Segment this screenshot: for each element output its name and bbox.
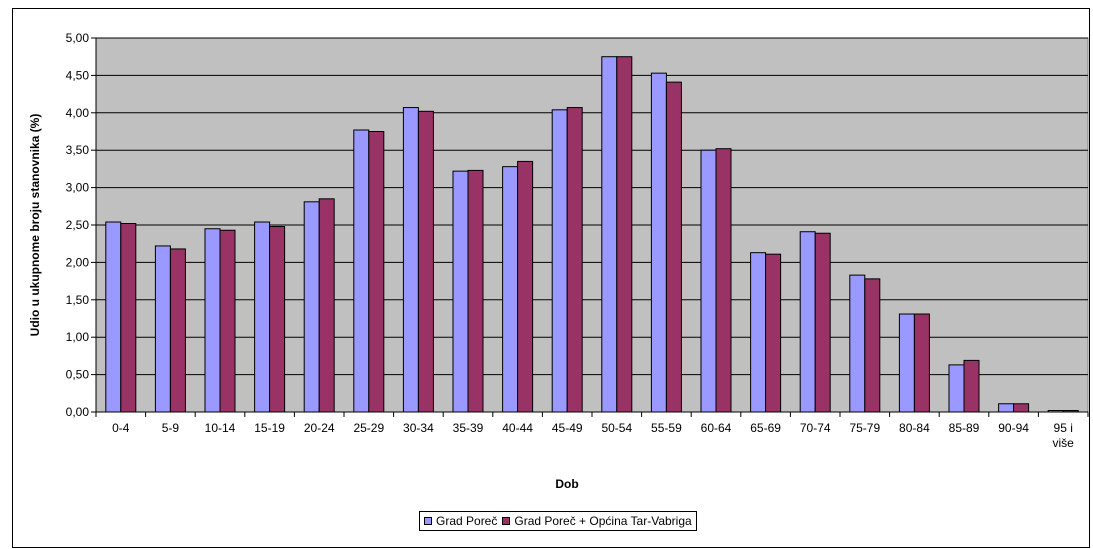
y-tick-label: 1,00 — [66, 330, 90, 344]
bar-grad-porec-tar-vabriga — [765, 253, 782, 413]
bar-grad-porec — [948, 364, 965, 413]
bar-chart: 0,00 0,50 1,00 1,50 2,00 2,50 3,00 3,50 4,00 4,50… — [28, 31, 1089, 491]
x-tick-label: 45-49 — [552, 421, 583, 435]
x-tick-label: 30-34 — [403, 421, 434, 435]
bar-grad-porec-tar-vabriga — [269, 225, 286, 413]
bar-grad-porec — [204, 228, 221, 413]
x-tick-label: 55-59 — [651, 421, 682, 435]
bar-grad-porec-tar-vabriga — [1013, 403, 1030, 413]
bar-grad-porec — [750, 252, 767, 413]
y-tick-label: 4,00 — [66, 106, 90, 120]
legend-swatch — [502, 517, 511, 525]
axes — [91, 37, 1089, 417]
y-tick-label: 3,00 — [66, 181, 90, 195]
bar-grad-porec — [452, 170, 469, 413]
x-tick-label: 90-94 — [998, 421, 1029, 435]
x-axis-title: Dob — [555, 477, 578, 491]
bar-grad-porec-tar-vabriga — [963, 359, 980, 413]
x-tick-label: 5-9 — [162, 421, 180, 435]
bar-grad-porec-tar-vabriga — [665, 81, 682, 413]
legend-label: Grad Poreč + Općina Tar-Vabriga — [514, 514, 692, 528]
y-tick-label: 3,50 — [66, 143, 90, 157]
bar-grad-porec — [303, 201, 320, 413]
x-tick-label: 10-14 — [205, 421, 236, 435]
x-tick-label: 75-79 — [849, 421, 880, 435]
y-tick-label: 5,00 — [66, 31, 90, 45]
bar-grad-porec-tar-vabriga — [169, 248, 186, 413]
bar-grad-porec — [898, 313, 915, 413]
y-tick-label: 2,50 — [66, 218, 90, 232]
legend-item-grad-porec-tar-vabriga: Grad Poreč + Općina Tar-Vabriga — [502, 514, 692, 528]
chart-frame: 0,00 0,50 1,00 1,50 2,00 2,50 3,00 3,50 4,00 4,50… — [12, 8, 1090, 548]
bar-grad-porec-tar-vabriga — [219, 229, 236, 413]
y-tick-label: 1,50 — [66, 293, 90, 307]
bar-grad-porec — [700, 149, 717, 413]
x-tick-label: 50-54 — [601, 421, 632, 435]
bar-grad-porec-tar-vabriga — [566, 107, 583, 413]
bar-grad-porec — [105, 221, 122, 413]
x-tick-label: 85-89 — [949, 421, 980, 435]
x-tick-label: 20-24 — [304, 421, 335, 435]
bar-grad-porec-tar-vabriga — [467, 169, 484, 413]
bar-grad-porec — [849, 274, 866, 413]
y-tick-label: 2,00 — [66, 255, 90, 269]
bar-grad-porec — [254, 221, 271, 413]
bar-grad-porec-tar-vabriga — [715, 148, 732, 413]
bar-grad-porec-tar-vabriga — [318, 198, 335, 413]
x-tick-label: 95 i više — [1053, 421, 1075, 450]
x-tick-label: 40-44 — [502, 421, 533, 435]
y-tick-label: 0,00 — [66, 405, 90, 419]
y-tick-label: 4,50 — [66, 68, 90, 82]
bar-grad-porec — [799, 231, 816, 413]
y-axis-title: Udio u ukupnome broju stanovnika (%) — [28, 114, 42, 337]
bars — [105, 56, 1079, 413]
bar-grad-porec-tar-vabriga — [814, 232, 831, 413]
x-tick-label: 80-84 — [899, 421, 930, 435]
bar-grad-porec — [402, 107, 419, 413]
bar-grad-porec-tar-vabriga — [517, 160, 534, 413]
bar-grad-porec — [502, 166, 519, 413]
x-tick-label: 15-19 — [254, 421, 285, 435]
bar-grad-porec — [353, 129, 370, 413]
bar-grad-porec — [998, 403, 1015, 413]
legend-label: Grad Poreč — [436, 514, 498, 528]
y-tick-labels: 0,00 0,50 1,00 1,50 2,00 2,50 3,00 3,50 4,00 4,50… — [66, 31, 90, 419]
x-tick-label: 35-39 — [453, 421, 484, 435]
x-tick-label: 65-69 — [750, 421, 781, 435]
x-tick-labels: 0-4 5-9 10-14 15-19 20-24 25-29 30-34 35-39 40-4… — [112, 421, 1074, 450]
x-tick-label: 70-74 — [800, 421, 831, 435]
bar-grad-porec-tar-vabriga — [913, 313, 930, 413]
x-tick-label: 0-4 — [112, 421, 130, 435]
bar-grad-porec — [551, 109, 568, 413]
bar-grad-porec-tar-vabriga — [120, 223, 137, 413]
y-tick-label: 0,50 — [66, 368, 90, 382]
legend-item-grad-porec: Grad Poreč — [424, 514, 497, 528]
x-tick-label: 25-29 — [353, 421, 384, 435]
bar-grad-porec — [650, 72, 667, 413]
bar-grad-porec — [601, 56, 618, 413]
bar-grad-porec-tar-vabriga — [616, 56, 633, 413]
bar-grad-porec-tar-vabriga — [864, 278, 881, 413]
x-tick-label: 60-64 — [701, 421, 732, 435]
bar-grad-porec-tar-vabriga — [417, 110, 434, 413]
bar-grad-porec — [154, 245, 171, 413]
legend-swatch — [424, 517, 432, 525]
legend: Grad Poreč Grad Poreč + Općina Tar-Vabri… — [419, 511, 697, 531]
bar-grad-porec-tar-vabriga — [368, 131, 385, 413]
